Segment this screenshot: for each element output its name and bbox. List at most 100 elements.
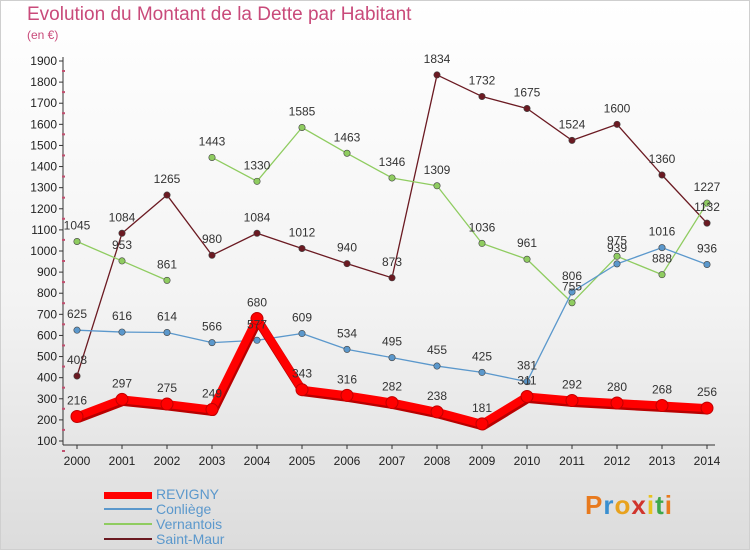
data-labels: 408 1084 1265 980 1084 1012 940 873 1834 1732 1675… bbox=[64, 52, 721, 415]
data-point bbox=[340, 388, 354, 402]
x-tick-label: 2011 bbox=[559, 454, 585, 468]
data-point bbox=[388, 354, 396, 362]
data-label: 1036 bbox=[469, 220, 496, 234]
data-label: 1012 bbox=[289, 225, 316, 239]
y-tick-label: 1900 bbox=[30, 54, 57, 68]
data-label: 181 bbox=[472, 401, 492, 415]
data-label: 268 bbox=[652, 383, 672, 397]
y-tick-label: 600 bbox=[37, 328, 57, 342]
data-label: 343 bbox=[292, 367, 312, 381]
data-point bbox=[250, 312, 264, 326]
data-point bbox=[568, 136, 576, 144]
data-label: 1227 bbox=[694, 180, 721, 194]
x-tick-label: 2002 bbox=[154, 454, 181, 468]
data-label: 216 bbox=[67, 394, 87, 408]
data-point bbox=[478, 92, 486, 100]
data-label: 1084 bbox=[109, 210, 136, 224]
data-label: 381 bbox=[517, 359, 537, 373]
y-tick-label: 1200 bbox=[30, 202, 57, 216]
data-label: 1834 bbox=[424, 52, 451, 66]
y-tick-label: 800 bbox=[37, 286, 57, 300]
y-tick-label: 1800 bbox=[30, 75, 57, 89]
data-point bbox=[295, 383, 309, 397]
data-label: 1585 bbox=[289, 105, 316, 119]
series-revigny bbox=[70, 312, 714, 431]
y-minor-tick bbox=[62, 112, 65, 115]
series-conli-ge bbox=[73, 244, 711, 386]
data-point bbox=[163, 191, 171, 199]
data-point bbox=[163, 276, 171, 284]
data-point bbox=[118, 328, 126, 336]
x-tick-label: 2012 bbox=[604, 454, 631, 468]
data-label: 425 bbox=[472, 349, 492, 363]
data-label: 455 bbox=[427, 343, 447, 357]
y-minor-tick bbox=[62, 450, 65, 452]
data-point bbox=[478, 368, 486, 376]
data-point bbox=[118, 229, 126, 237]
data-point bbox=[613, 120, 621, 128]
data-point bbox=[73, 326, 81, 334]
data-label: 297 bbox=[112, 376, 132, 390]
data-point bbox=[523, 105, 531, 113]
data-point bbox=[433, 182, 441, 190]
legend-label-conliege: Conliège bbox=[156, 501, 212, 517]
y-tick-label: 1300 bbox=[30, 181, 57, 195]
x-tick-label: 2009 bbox=[469, 454, 496, 468]
data-point bbox=[475, 417, 489, 431]
y-minor-tick bbox=[62, 154, 65, 157]
data-point bbox=[613, 260, 621, 268]
data-point bbox=[523, 378, 531, 386]
data-label: 1045 bbox=[64, 219, 91, 233]
data-point bbox=[388, 274, 396, 282]
y-tick-label: 300 bbox=[37, 392, 57, 406]
data-label: 249 bbox=[202, 387, 222, 401]
data-point bbox=[523, 255, 531, 263]
data-point bbox=[478, 239, 486, 247]
y-minor-tick bbox=[62, 344, 65, 347]
legend-label-revigny: REVIGNY bbox=[156, 486, 220, 502]
data-point bbox=[433, 362, 441, 370]
legend-label-vernantois: Vernantois bbox=[156, 516, 223, 532]
data-point bbox=[655, 399, 669, 413]
data-point bbox=[658, 271, 666, 279]
y-minor-tick bbox=[62, 386, 65, 389]
series-vernantois bbox=[73, 124, 711, 307]
data-point bbox=[208, 339, 216, 347]
data-label: 238 bbox=[427, 389, 447, 403]
y-minor-tick bbox=[62, 365, 65, 368]
data-label: 975 bbox=[607, 233, 627, 247]
data-label: 495 bbox=[382, 335, 402, 349]
y-minor-tick bbox=[62, 260, 65, 262]
data-point bbox=[205, 403, 219, 417]
y-minor-tick bbox=[62, 217, 65, 220]
data-point bbox=[73, 238, 81, 246]
x-tick-label: 2000 bbox=[64, 454, 91, 468]
data-label: 566 bbox=[202, 320, 222, 334]
data-label: 980 bbox=[202, 232, 222, 246]
data-label: 280 bbox=[607, 380, 627, 394]
data-point bbox=[70, 410, 84, 424]
data-point bbox=[118, 257, 126, 265]
x-tick-label: 2003 bbox=[199, 454, 226, 468]
series-saint-maur bbox=[73, 71, 711, 380]
data-point bbox=[703, 199, 711, 207]
y-tick-label: 900 bbox=[37, 265, 57, 279]
data-point bbox=[433, 71, 441, 79]
data-point bbox=[253, 177, 261, 185]
chart-subtitle: (en €) bbox=[27, 28, 59, 42]
y-minor-tick bbox=[62, 407, 65, 410]
y-minor-tick bbox=[62, 323, 65, 326]
data-point bbox=[568, 288, 576, 296]
data-label: 256 bbox=[697, 385, 717, 399]
data-label: 961 bbox=[517, 236, 537, 250]
data-point bbox=[385, 396, 399, 410]
x-tick-label: 2013 bbox=[649, 454, 676, 468]
y-minor-tick bbox=[62, 302, 65, 305]
data-point bbox=[160, 397, 174, 411]
x-tick-label: 2007 bbox=[379, 454, 406, 468]
data-point bbox=[388, 174, 396, 182]
y-minor-tick bbox=[62, 70, 65, 72]
data-label: 1360 bbox=[649, 152, 676, 166]
legend-swatch-conliege bbox=[104, 508, 152, 510]
